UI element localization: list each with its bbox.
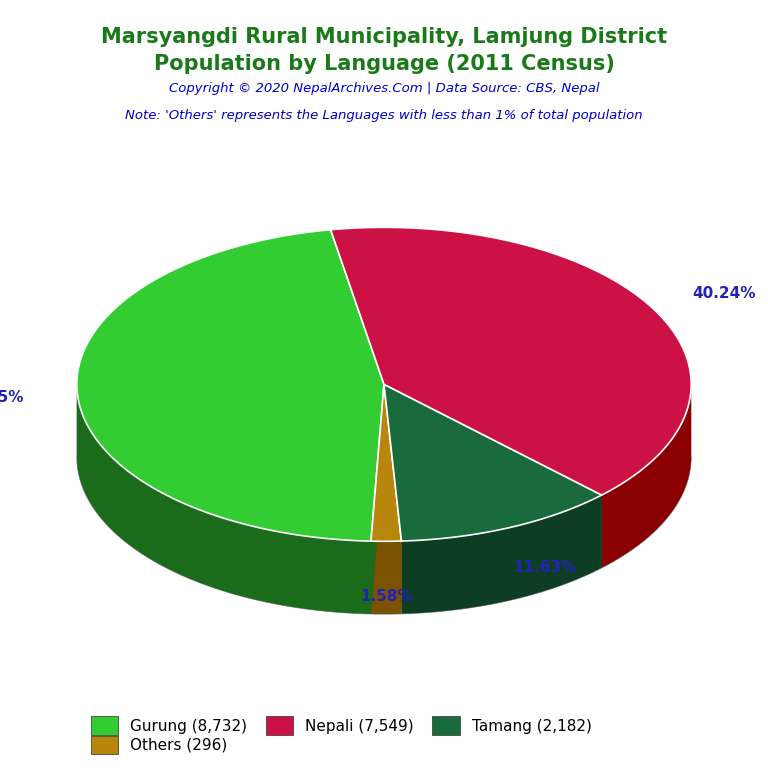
Text: 11.63%: 11.63% (514, 560, 577, 575)
Text: Population by Language (2011 Census): Population by Language (2011 Census) (154, 54, 614, 74)
Text: Marsyangdi Rural Municipality, Lamjung District: Marsyangdi Rural Municipality, Lamjung D… (101, 27, 667, 47)
Polygon shape (384, 384, 601, 568)
Polygon shape (371, 384, 384, 614)
Polygon shape (384, 384, 601, 568)
Text: Copyright © 2020 NepalArchives.Com | Data Source: CBS, Nepal: Copyright © 2020 NepalArchives.Com | Dat… (169, 82, 599, 95)
Polygon shape (402, 495, 601, 614)
Polygon shape (601, 387, 691, 568)
Polygon shape (371, 384, 384, 614)
Text: 1.58%: 1.58% (361, 589, 413, 604)
Legend: Others (296): Others (296) (84, 730, 233, 760)
Polygon shape (331, 227, 691, 495)
Polygon shape (77, 385, 371, 614)
Polygon shape (384, 384, 691, 460)
Polygon shape (371, 384, 402, 541)
Polygon shape (371, 541, 402, 614)
Polygon shape (384, 384, 402, 614)
Text: 40.24%: 40.24% (693, 286, 756, 301)
Text: 46.55%: 46.55% (0, 390, 23, 405)
Polygon shape (77, 230, 384, 541)
Legend: Gurung (8,732), Nepali (7,549), Tamang (2,182): Gurung (8,732), Nepali (7,549), Tamang (… (84, 710, 598, 741)
Polygon shape (77, 384, 384, 458)
Polygon shape (384, 384, 402, 614)
Polygon shape (384, 384, 601, 541)
Text: Note: 'Others' represents the Languages with less than 1% of total population: Note: 'Others' represents the Languages … (125, 109, 643, 122)
